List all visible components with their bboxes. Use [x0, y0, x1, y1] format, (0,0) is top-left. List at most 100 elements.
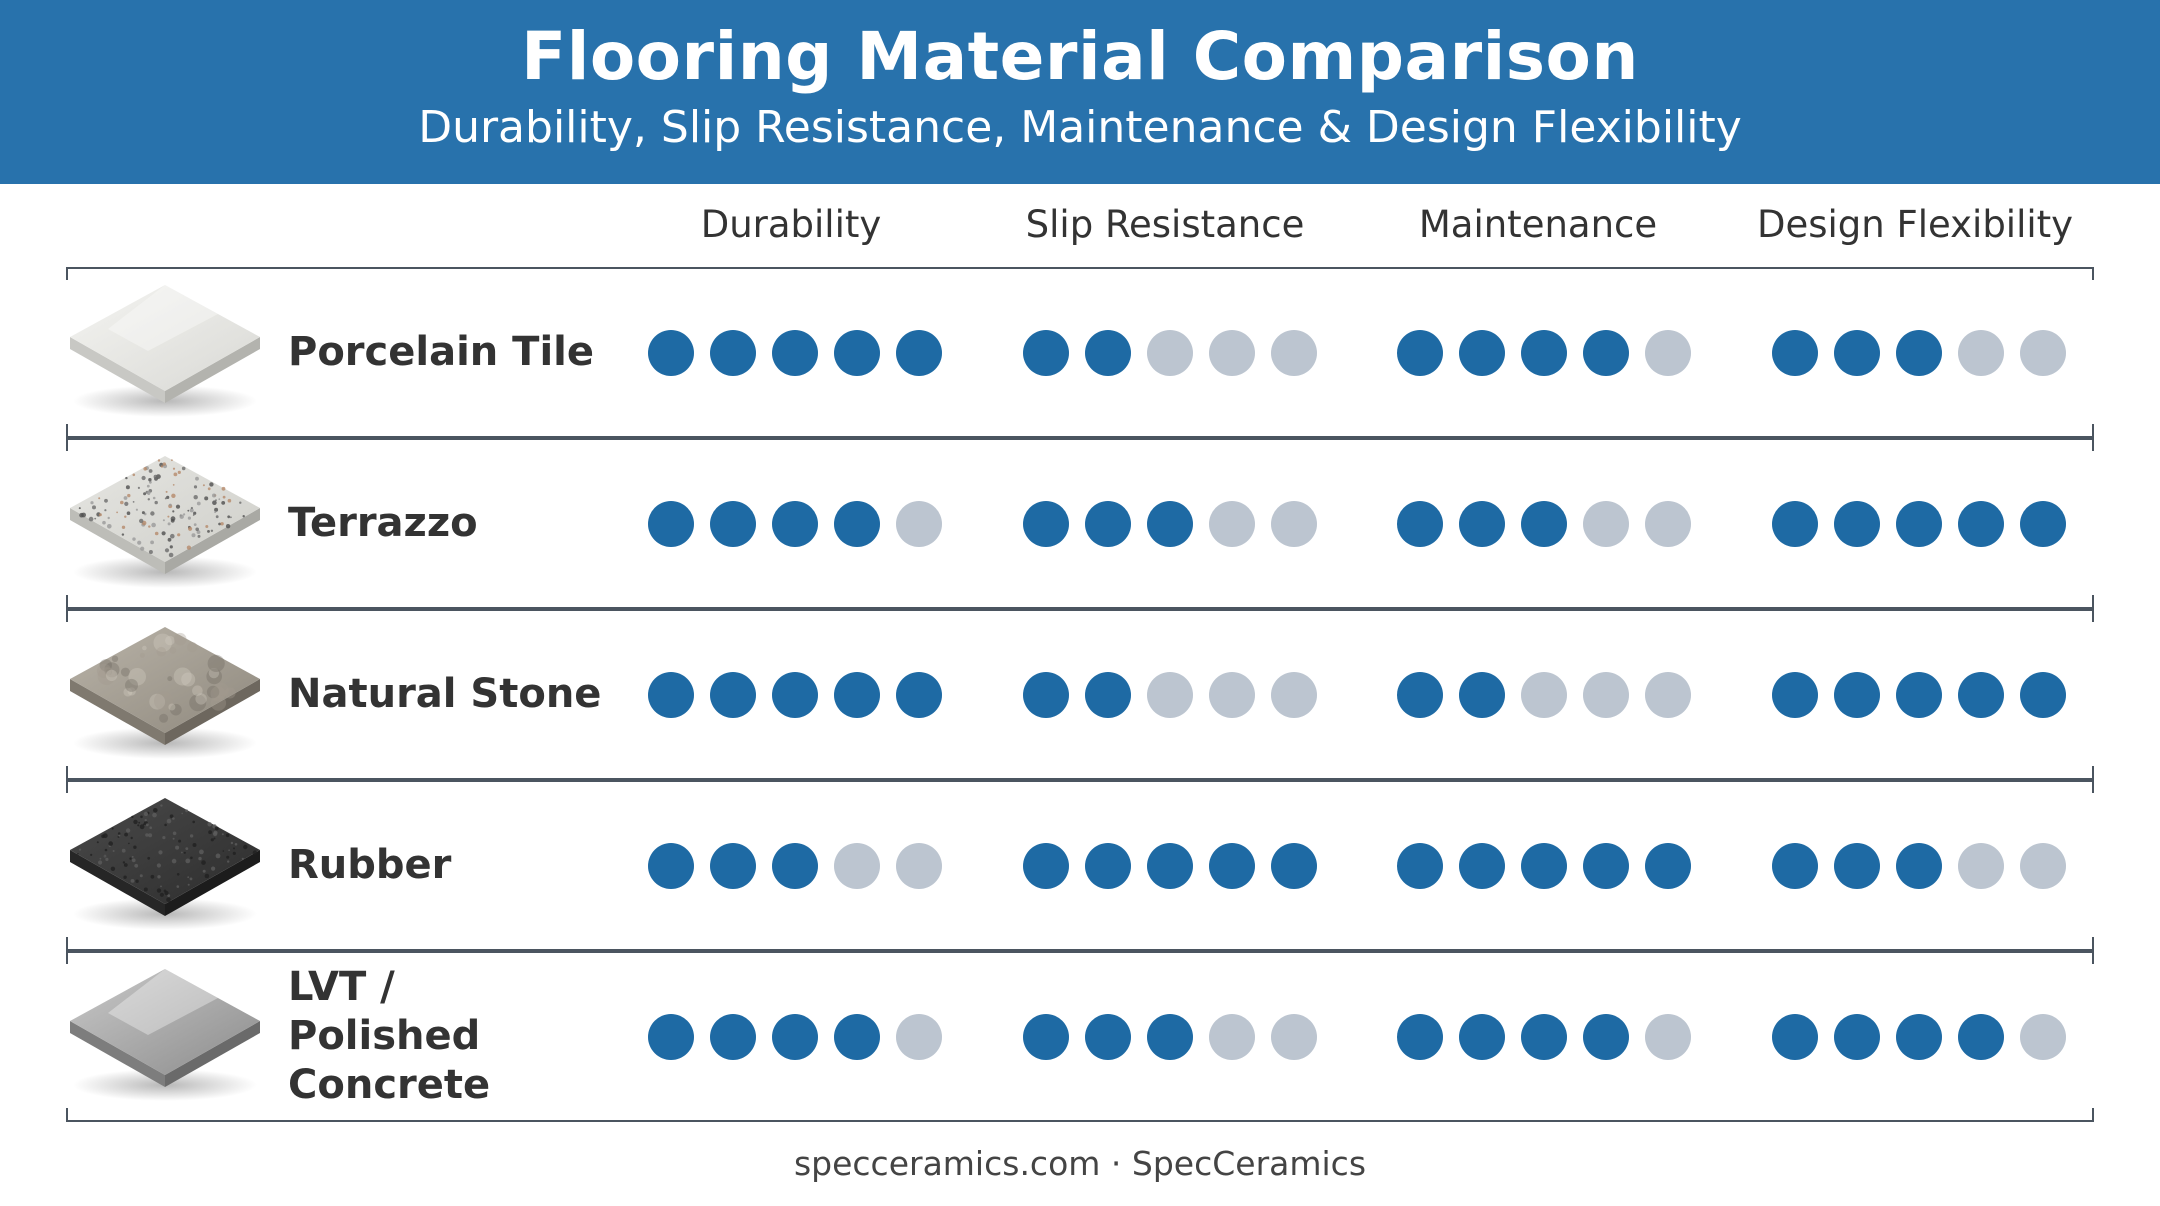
rating-design-flexibility: [1772, 780, 2082, 951]
rating-maintenance: [1397, 267, 1707, 438]
rating-maintenance: [1397, 951, 1707, 1122]
rating-design-flexibility: [1772, 609, 2082, 780]
column-header-maintenance: Maintenance: [1418, 203, 1658, 246]
rating-dot-filled: [1834, 329, 1880, 376]
rating-dot-filled: [772, 500, 818, 547]
rating-dot-filled: [1958, 500, 2004, 547]
row-corner-tick: [66, 424, 68, 437]
rating-dot-empty: [1583, 500, 1629, 547]
row-corner-tick: [2092, 267, 2094, 280]
rating-dot-filled: [1023, 1013, 1069, 1060]
rating-dot-empty: [896, 500, 942, 547]
rating-dot-filled: [1023, 671, 1069, 718]
rating-dot-filled: [1521, 500, 1567, 547]
rating-durability: [648, 951, 958, 1122]
rating-dot-filled: [710, 1013, 756, 1060]
rating-dot-empty: [1209, 500, 1255, 547]
rating-dot-filled: [1209, 842, 1255, 889]
rating-durability: [648, 780, 958, 951]
row-divider-top: [66, 438, 2094, 440]
rating-dot-filled: [1085, 329, 1131, 376]
rating-dot-empty: [1209, 671, 1255, 718]
rating-dot-filled: [710, 842, 756, 889]
row-corner-tick: [66, 951, 68, 964]
header-banner: Flooring Material Comparison Durability,…: [0, 0, 2160, 184]
rating-dot-filled: [1397, 329, 1443, 376]
rating-dot-empty: [1645, 329, 1691, 376]
rating-dot-filled: [1459, 500, 1505, 547]
row-corner-tick: [66, 937, 68, 950]
rating-dot-empty: [1209, 1013, 1255, 1060]
row-corner-tick: [2092, 424, 2094, 437]
row-corner-tick: [2092, 937, 2094, 950]
rating-dot-filled: [2020, 671, 2066, 718]
rating-slip-resistance: [1023, 267, 1333, 438]
rating-dot-filled: [1085, 1013, 1131, 1060]
rating-dot-filled: [648, 1013, 694, 1060]
rating-dot-empty: [1958, 329, 2004, 376]
row-divider-top: [66, 609, 2094, 611]
rating-dot-filled: [1645, 842, 1691, 889]
rating-dot-empty: [1147, 671, 1193, 718]
column-header-design-flexibility: Design Flexibility: [1756, 203, 2074, 246]
rating-dot-empty: [896, 1013, 942, 1060]
rating-dot-filled: [1772, 329, 1818, 376]
rating-dot-filled: [772, 671, 818, 718]
rating-maintenance: [1397, 609, 1707, 780]
row-corner-tick: [66, 595, 68, 608]
row-corner-tick: [2092, 780, 2094, 793]
row-corner-tick: [2092, 595, 2094, 608]
rating-dot-empty: [2020, 842, 2066, 889]
rating-dot-filled: [1834, 842, 1880, 889]
rating-slip-resistance: [1023, 780, 1333, 951]
rating-dot-empty: [1645, 500, 1691, 547]
material-name: LVT / Polished Concrete: [288, 964, 491, 1108]
rating-dot-empty: [1271, 1013, 1317, 1060]
rating-slip-resistance: [1023, 609, 1333, 780]
rating-durability: [648, 609, 958, 780]
rating-dot-filled: [1772, 842, 1818, 889]
rating-dot-filled: [1023, 329, 1069, 376]
rating-dot-filled: [1521, 1013, 1567, 1060]
row-corner-tick: [66, 267, 68, 280]
rating-dot-filled: [1085, 671, 1131, 718]
rating-maintenance: [1397, 438, 1707, 609]
material-name: Terrazzo: [288, 500, 478, 547]
rating-dot-filled: [648, 500, 694, 547]
rating-dot-filled: [1834, 1013, 1880, 1060]
table-row-natural-stone: Natural Stone: [66, 609, 2094, 780]
row-divider-top: [66, 951, 2094, 953]
material-name: Porcelain Tile: [288, 329, 595, 376]
footer-credit: specceramics.com · SpecCeramics: [793, 1144, 1367, 1183]
rating-dot-filled: [834, 329, 880, 376]
row-divider-bottom: [66, 607, 2094, 609]
rating-dot-filled: [1834, 671, 1880, 718]
rating-dot-empty: [1583, 671, 1629, 718]
table-row-rubber: Rubber: [66, 780, 2094, 951]
row-divider-top: [66, 780, 2094, 782]
rating-dot-filled: [1772, 671, 1818, 718]
rating-dot-filled: [1397, 500, 1443, 547]
rating-dot-filled: [772, 842, 818, 889]
rating-dot-empty: [1209, 329, 1255, 376]
rating-dot-filled: [772, 1013, 818, 1060]
rating-dot-filled: [710, 671, 756, 718]
row-corner-tick: [66, 609, 68, 622]
rating-design-flexibility: [1772, 438, 2082, 609]
rating-dot-empty: [896, 842, 942, 889]
rating-dot-empty: [834, 842, 880, 889]
polished-concrete-swatch: [68, 965, 262, 1103]
row-corner-tick: [66, 766, 68, 779]
rating-dot-filled: [710, 329, 756, 376]
rating-dot-filled: [1958, 1013, 2004, 1060]
rating-dot-filled: [1459, 842, 1505, 889]
rating-dot-empty: [1645, 1013, 1691, 1060]
rating-dot-filled: [1583, 842, 1629, 889]
rating-dot-empty: [2020, 1013, 2066, 1060]
rating-dot-filled: [834, 671, 880, 718]
table-row-lvt-polished-concrete: LVT / Polished Concrete: [66, 951, 2094, 1122]
rating-dot-empty: [2020, 329, 2066, 376]
rating-dot-filled: [834, 500, 880, 547]
rating-dot-filled: [1147, 500, 1193, 547]
rating-dot-filled: [1583, 1013, 1629, 1060]
